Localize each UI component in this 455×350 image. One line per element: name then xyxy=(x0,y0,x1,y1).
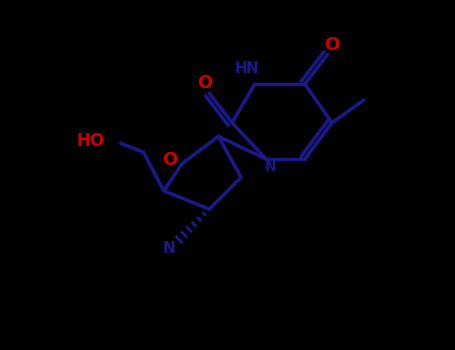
Text: HO: HO xyxy=(76,132,105,150)
Text: O: O xyxy=(162,151,177,169)
Text: N: N xyxy=(265,160,277,174)
Text: N: N xyxy=(246,61,259,76)
Text: O: O xyxy=(324,36,340,54)
Text: H: H xyxy=(235,61,248,76)
Text: O: O xyxy=(197,74,212,92)
Text: N: N xyxy=(162,240,175,256)
